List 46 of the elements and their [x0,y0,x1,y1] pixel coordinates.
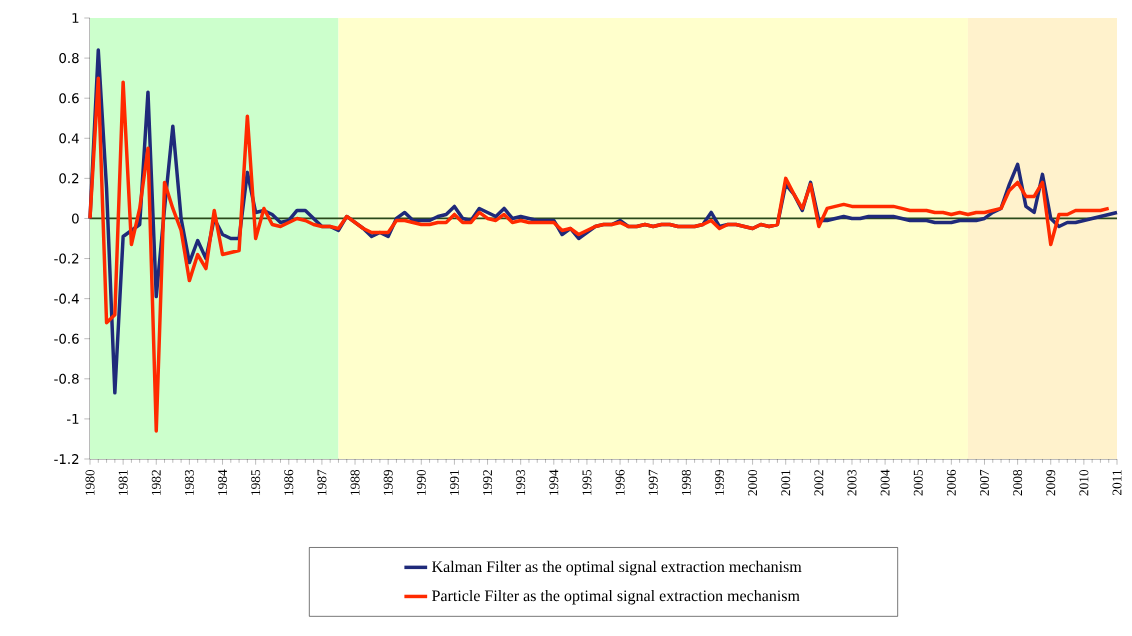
y-tick-label: 0.8 [59,53,79,64]
y-tick-label: -0.6 [54,333,79,344]
y-tick-label: -1 [66,414,79,424]
x-tick-label: 1981 [118,470,128,495]
x-tick-label: 1989 [383,469,393,495]
y-tick-label: 0.6 [59,93,79,104]
x-tick-label: 2001 [781,470,791,496]
x-tick-label: 2008 [1013,469,1023,496]
x-tick-label: 2003 [847,469,857,496]
x-tick-label: 1985 [251,469,261,495]
x-tick-label: 2010 [1079,469,1089,496]
x-tick-label: 1983 [184,469,194,495]
x-tick-label: 1988 [350,469,360,495]
x-tick-label: 2002 [814,470,824,496]
x-tick-label: 1986 [284,469,294,495]
x-tick-label: 1990 [416,469,426,495]
x-tick-label: 1998 [681,469,691,495]
x-tick-label: 2005 [913,469,923,496]
x-tick-label: 1984 [218,469,228,495]
x-tick-label: 1997 [648,469,658,495]
y-tick-label: -0.2 [54,253,79,264]
x-tick-label: 1996 [615,469,625,495]
y-tick-label: 1 [72,13,79,23]
y-tick-label: 0.2 [59,173,79,184]
y-tick-label: 0.4 [59,133,79,144]
x-tick-label: 1993 [516,469,526,495]
y-tick-label: -0.4 [54,293,79,304]
legend-label: Kalman Filter as the optimal signal extraction mechanism [432,560,802,576]
x-tick-label: 2007 [979,469,989,496]
x-tick-label: 1992 [483,470,493,495]
y-tick-label: -1.2 [54,454,79,464]
x-tick-label: 1980 [85,469,95,495]
x-tick-label: 1999 [714,469,724,495]
x-tick-label: 1991 [449,470,459,495]
x-tick-label: 1995 [582,469,592,495]
x-tick-label: 2006 [946,469,956,496]
legend-label: Particle Filter as the optimal signal extraction mechanism [432,589,800,605]
x-tick-label: 2011 [1112,470,1122,495]
x-tick-label: 1987 [317,469,327,495]
x-tick-label: 1994 [549,469,559,495]
x-tick-label: 1982 [151,470,161,495]
y-tick-label: -0.8 [54,373,79,384]
x-tick-label: 2004 [880,469,890,496]
y-tick-label: 0 [72,213,79,224]
x-tick-label: 2000 [748,469,758,496]
x-tick-label: 2009 [1046,469,1056,496]
